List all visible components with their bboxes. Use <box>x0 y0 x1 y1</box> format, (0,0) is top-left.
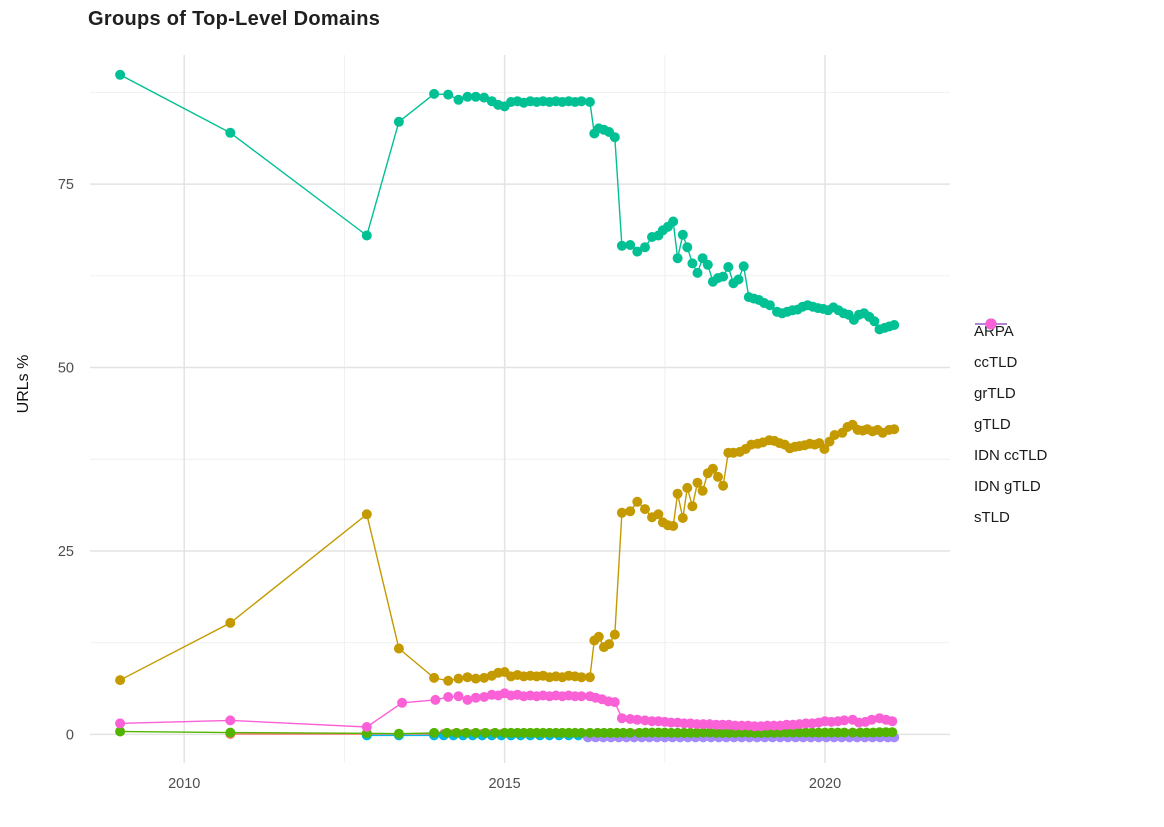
y-tick-label: 50 <box>58 361 74 377</box>
series-sTLD <box>115 688 898 732</box>
series-layer <box>115 69 900 743</box>
y-tick-label: 75 <box>58 177 74 193</box>
chart-title: Groups of Top-Level Domains <box>88 8 381 30</box>
legend-item-IDN-gTLD: IDN gTLD <box>974 318 1047 502</box>
legend-item-label: gTLD <box>974 416 1011 433</box>
series-gTLD <box>115 69 900 335</box>
legend-item-sTLD: sTLD <box>974 318 1047 533</box>
legend-item-label: ARPA <box>974 323 1014 340</box>
legend-key-icon <box>975 318 1007 330</box>
x-tick-label: 2020 <box>809 776 841 792</box>
x-tick-label: 2010 <box>168 776 200 792</box>
legend-item-IDN-ccTLD: IDN ccTLD <box>974 318 1048 471</box>
x-tick-label: 2015 <box>488 776 520 792</box>
legend-item-label: IDN ccTLD <box>974 447 1048 464</box>
legend-item-label: grTLD <box>974 385 1016 402</box>
gridlines <box>90 55 950 763</box>
series-ccTLD <box>115 419 900 686</box>
legend-item-label: sTLD <box>974 509 1010 526</box>
axis-tick-labels: 0 25 50 75 2010 2015 2020 <box>58 177 841 792</box>
legend-item-grTLD: grTLD <box>974 318 1047 409</box>
legend-item-label: IDN gTLD <box>974 478 1041 495</box>
legend-item-ccTLD: ccTLD <box>974 318 1047 378</box>
legend-item-gTLD: gTLD <box>974 318 1047 440</box>
legend-item-label: ccTLD <box>974 354 1018 371</box>
y-tick-label: 25 <box>58 544 74 560</box>
y-tick-label: 0 <box>66 727 74 743</box>
legend: ARPA ccTLD grTLD gTLD IDN ccTLD IDN gTLD sTLD <box>974 316 1047 533</box>
